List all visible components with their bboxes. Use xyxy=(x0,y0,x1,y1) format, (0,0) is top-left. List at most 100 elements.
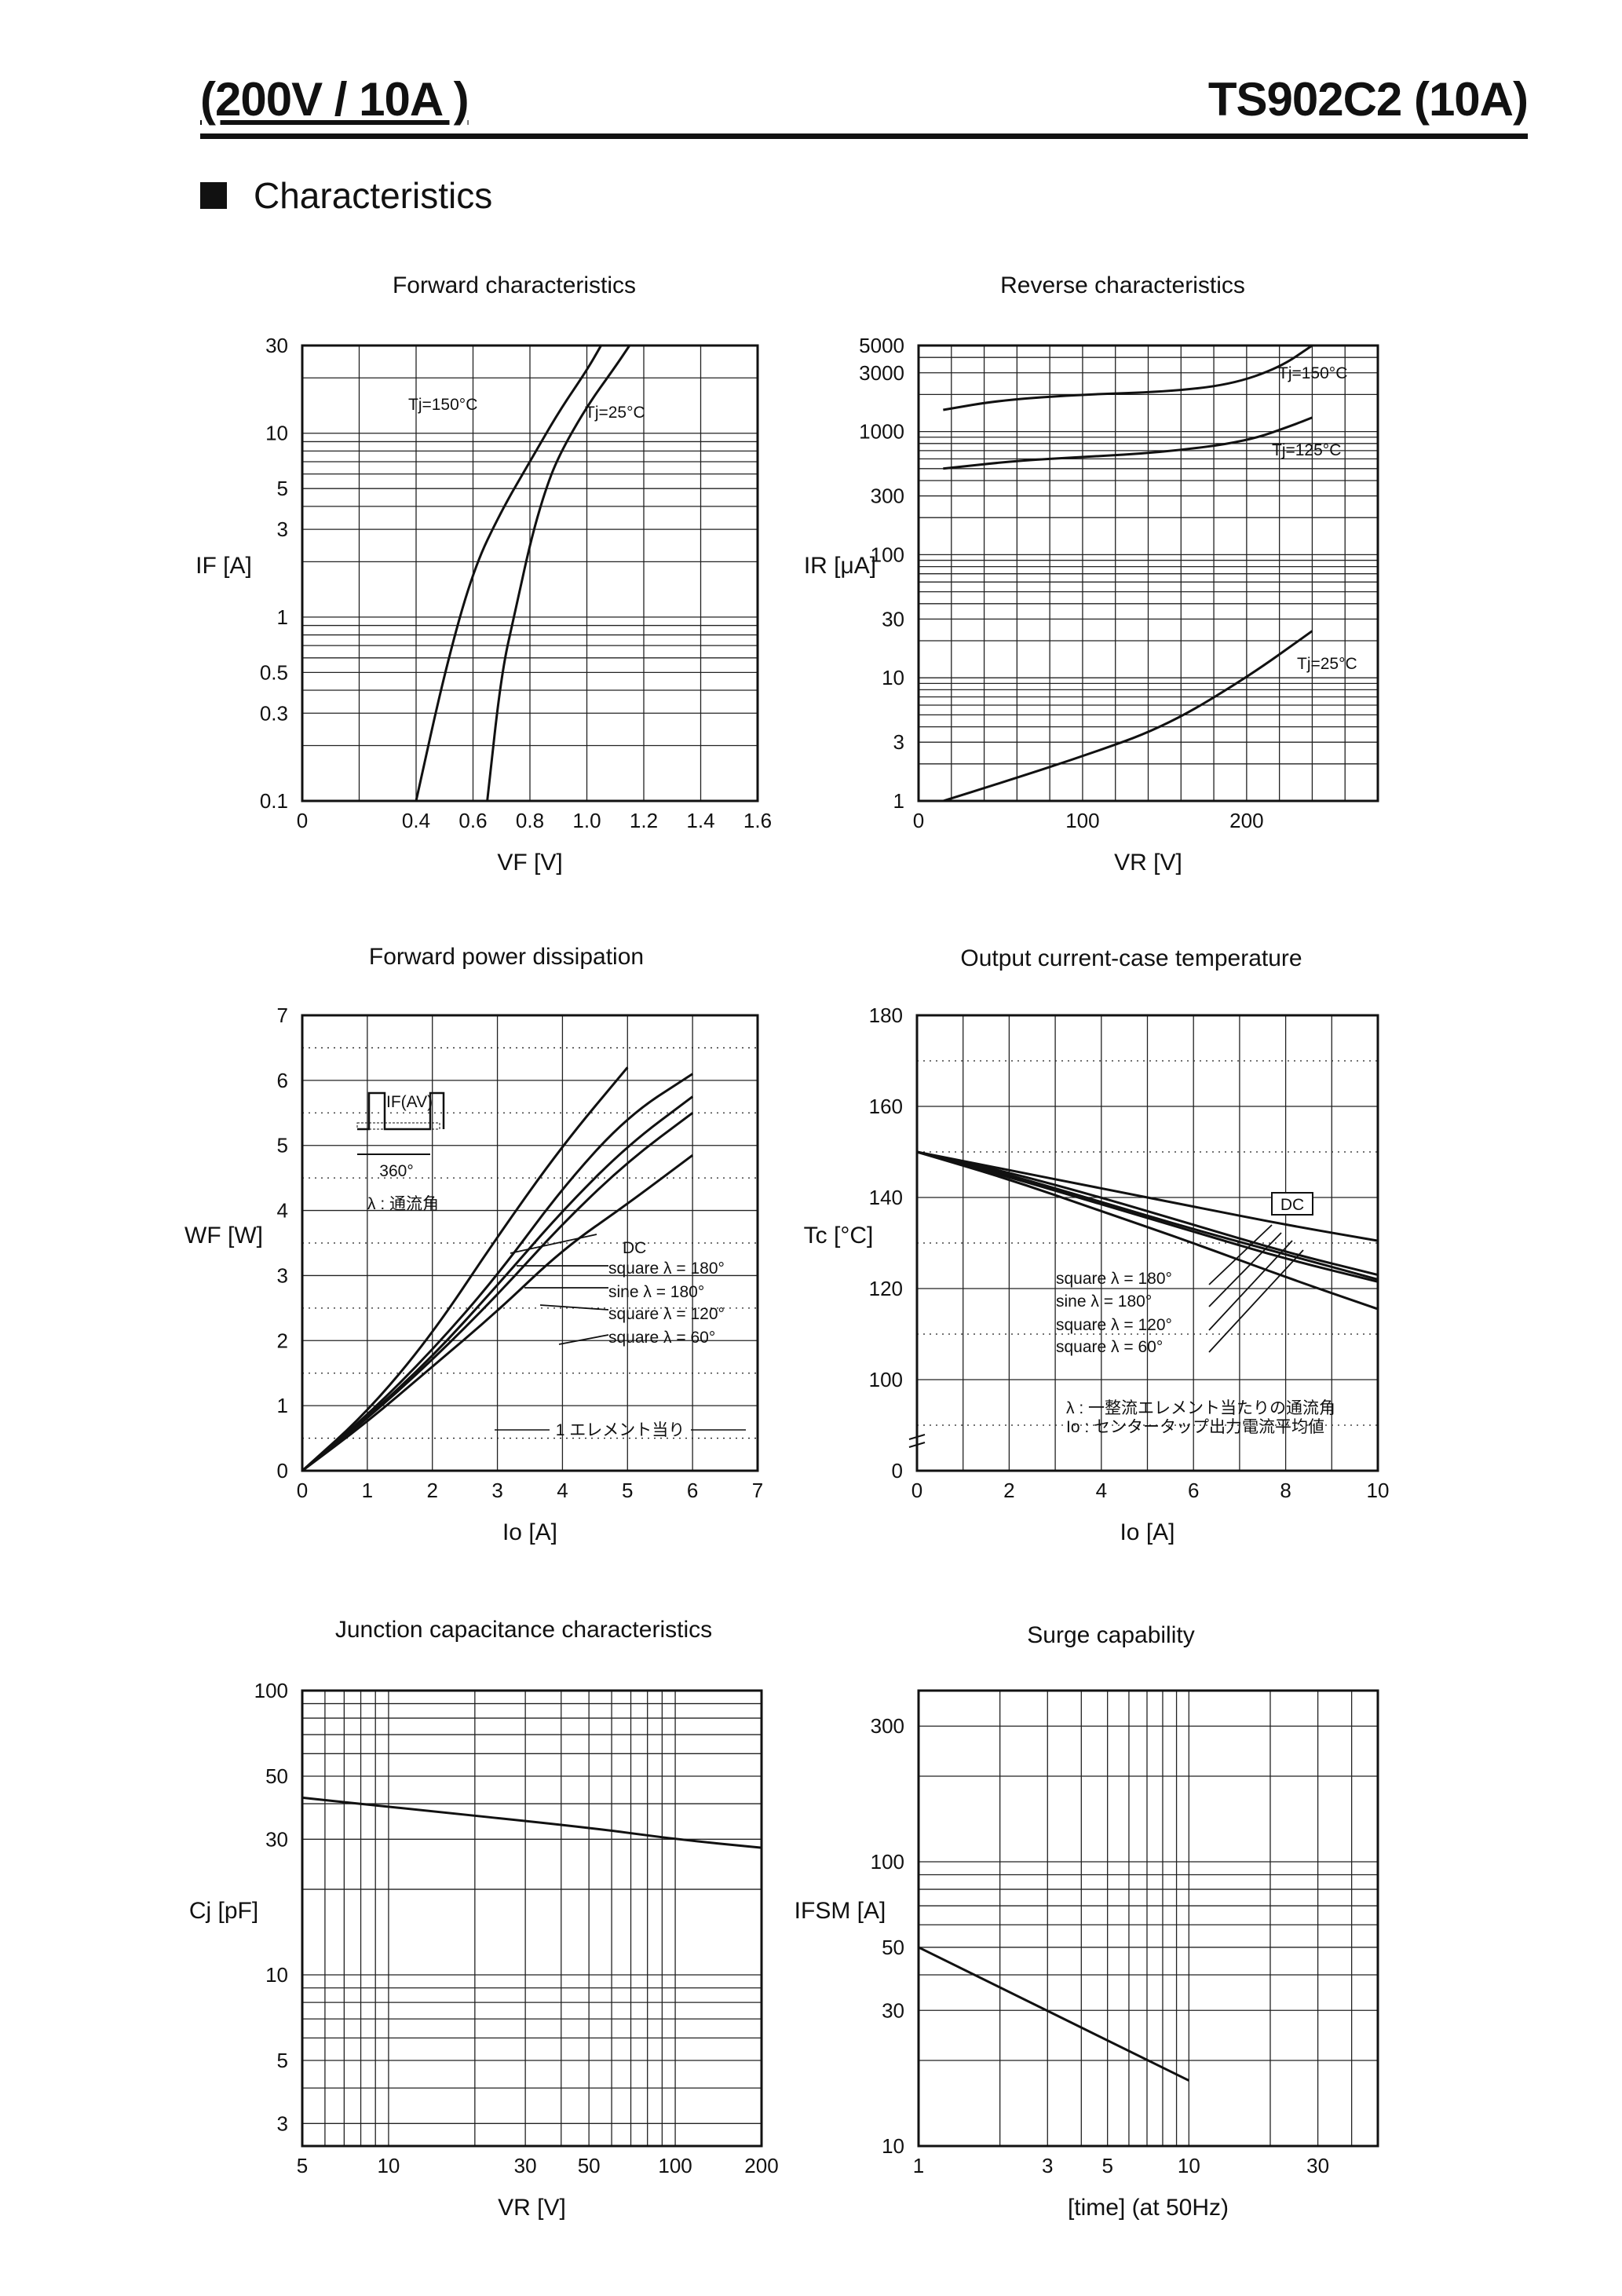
x-axis-label: VR [V] xyxy=(498,2195,566,2221)
y-tick-label: 5 xyxy=(277,1134,288,1157)
x-tick-label: 0 xyxy=(911,1479,922,1502)
y-tick-label: 300 xyxy=(871,484,904,508)
annotation: Io : センタータップ出力電流平均値 xyxy=(1066,1418,1324,1436)
tick-labels: 0 100 200 1 3 10 30 100 300 1000 3000 5000 xyxy=(859,334,1263,832)
y-tick-label: 0.5 xyxy=(260,660,288,684)
annotation: DC xyxy=(1280,1196,1304,1214)
y-tick-label: 180 xyxy=(869,1004,903,1027)
y-axis-label: Cj [pF] xyxy=(189,1898,258,1924)
annotation: square λ = 120° xyxy=(1056,1316,1172,1334)
x-tick-label: 0.4 xyxy=(402,809,430,832)
series-label: Tj=150°C xyxy=(1278,364,1347,382)
leader-line xyxy=(1208,1232,1282,1307)
chart-title: Reverse characteristics xyxy=(1000,272,1245,298)
x-tick-label: 1 xyxy=(362,1479,373,1502)
section-heading: Characteristics xyxy=(200,174,492,217)
series-line-0 xyxy=(943,344,1313,411)
x-tick-label: 30 xyxy=(514,2154,537,2177)
section-bullet-icon xyxy=(200,182,227,209)
x-tick-label: 1 xyxy=(913,2154,924,2177)
series-label: Tj=125°C xyxy=(1272,441,1341,459)
x-tick-label: 10 xyxy=(377,2154,400,2177)
y-tick-label: 6 xyxy=(277,1069,288,1092)
x-tick-label: 0 xyxy=(297,809,308,832)
header-rule xyxy=(200,133,1528,139)
y-tick-label: 7 xyxy=(277,1004,288,1027)
chart-title: Junction capacitance characteristics xyxy=(335,1617,712,1643)
annotation: square λ = 180° xyxy=(608,1260,725,1278)
x-tick-label: 3 xyxy=(1042,2154,1053,2177)
series-group xyxy=(415,345,631,802)
y-tick-label: 3 xyxy=(277,1263,288,1287)
chart-title: Forward power dissipation xyxy=(369,944,644,970)
series-line-3 xyxy=(301,1112,694,1472)
chart-title: Output current-case temperature xyxy=(960,945,1302,971)
tick-labels: 0 1 2 3 4 5 6 7 0 1 2 3 4 5 6 7 xyxy=(277,1004,764,1502)
series-line-1 xyxy=(943,416,1313,470)
series-line-2 xyxy=(942,630,1313,803)
series-line-0 xyxy=(301,1066,629,1472)
x-tick-label: 0 xyxy=(913,809,924,832)
y-tick-label: 2 xyxy=(277,1329,288,1352)
y-tick-label: 30 xyxy=(882,607,904,631)
y-tick-label: 0 xyxy=(892,1459,903,1483)
y-tick-label: 0.1 xyxy=(260,789,288,813)
y-tick-label: 160 xyxy=(869,1095,903,1118)
x-tick-label: 2 xyxy=(426,1479,437,1502)
series-label: Tj=25°C xyxy=(585,404,645,422)
series-group xyxy=(918,1946,1189,2082)
y-axis-label: IF [A] xyxy=(195,553,252,579)
series-line-0 xyxy=(415,345,602,802)
y-tick-label: 120 xyxy=(869,1277,903,1300)
y-tick-label: 10 xyxy=(882,666,904,689)
chart-power: Forward power dissipation 0 1 2 3 4 5 6 7 0 1 2 3 4 5 6… xyxy=(184,944,763,1545)
x-axis-label: VR [V] xyxy=(1114,850,1182,876)
x-tick-label: 1.6 xyxy=(743,809,772,832)
y-tick-label: 50 xyxy=(882,1936,904,1959)
y-tick-label: 100 xyxy=(254,1679,288,1702)
chart-title: Forward characteristics xyxy=(393,272,636,298)
x-tick-label: 4 xyxy=(557,1479,568,1502)
x-tick-label: 6 xyxy=(1188,1479,1199,1502)
leader-line xyxy=(1208,1224,1273,1285)
x-tick-label: 100 xyxy=(658,2154,692,2177)
x-tick-label: 10 xyxy=(1178,2154,1200,2177)
series-line-1 xyxy=(486,345,631,802)
series-label: Tj=25°C xyxy=(1297,655,1357,673)
y-tick-label: 3 xyxy=(277,517,288,541)
plot-frame xyxy=(301,1689,763,2148)
x-axis-label: Io [A] xyxy=(502,1519,557,1545)
series-line-4 xyxy=(916,1150,1379,1311)
leader-line xyxy=(1208,1240,1293,1331)
annotation: IF(AV) xyxy=(386,1093,433,1111)
series-group xyxy=(916,1150,1379,1311)
y-tick-label: 5 xyxy=(277,2049,288,2072)
y-axis-label: Tc [°C] xyxy=(804,1223,874,1249)
series-line-4 xyxy=(301,1153,694,1472)
annotation: λ : 通流角 xyxy=(367,1195,439,1213)
y-axis-label: WF [W] xyxy=(184,1223,263,1249)
x-axis-label: [time] (at 50Hz) xyxy=(1068,2195,1229,2221)
y-axis-label: IR [μA] xyxy=(804,553,876,579)
y-tick-label: 140 xyxy=(869,1186,903,1209)
x-tick-label: 8 xyxy=(1280,1479,1291,1502)
x-tick-label: 2 xyxy=(1003,1479,1014,1502)
series-label: Tj=150°C xyxy=(408,396,477,414)
header-model-rating: (200V / 10A ) xyxy=(200,73,469,126)
x-tick-label: 100 xyxy=(1065,809,1099,832)
annotation: square λ = 60° xyxy=(1056,1338,1163,1356)
y-tick-label: 3 xyxy=(893,730,904,754)
series-line-0 xyxy=(301,1796,762,1849)
x-tick-label: 1.0 xyxy=(572,809,601,832)
annotation: λ : 一整流エレメント当たりの通流角 xyxy=(1066,1399,1335,1417)
leader-line xyxy=(539,1304,609,1311)
plot-frame xyxy=(915,1014,1379,1472)
y-tick-label: 3 xyxy=(277,2111,288,2135)
y-tick-label: 5 xyxy=(277,477,288,500)
x-tick-label: 0.6 xyxy=(458,809,487,832)
annotation: square λ = 180° xyxy=(1056,1270,1172,1288)
section-title: Characteristics xyxy=(254,175,493,216)
